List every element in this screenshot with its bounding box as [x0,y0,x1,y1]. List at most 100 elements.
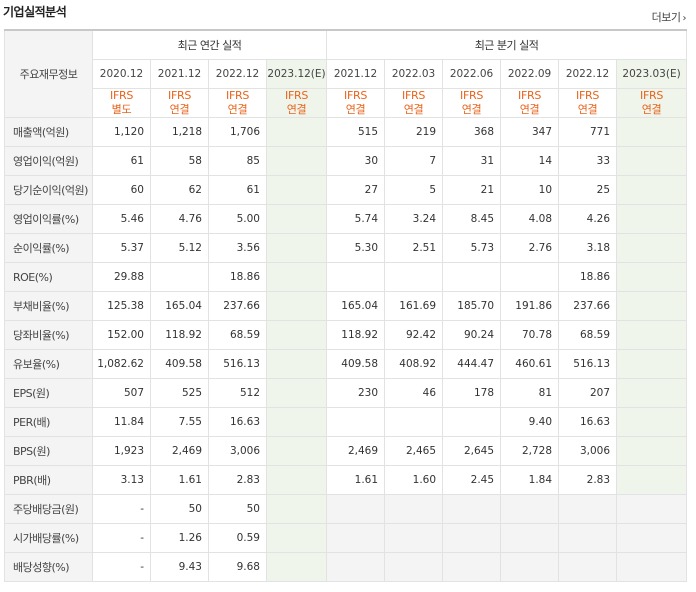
table-cell: 90.24 [442,320,502,350]
row-label: PER(배) [4,407,93,437]
table-row: 순이익률(%) 5.37 5.12 3.56 5.30 2.51 5.73 2.76 3.18 [4,233,688,263]
table-cell: 81 [500,378,560,408]
table-cell [265,523,328,553]
table-cell [442,523,502,553]
table-cell: 1.26 [150,523,209,553]
accounting-type-label: 연결 [169,103,190,116]
table-row: 부채비율(%) 125.38 165.04 237.66 165.04 161.69 185… [4,291,688,321]
table-cell: 118.92 [150,320,209,350]
table-cell: 161.69 [384,291,444,321]
table-cell [265,146,328,176]
accounting-type-header: IFRS 연결 [616,88,688,118]
period-header: 2021.12 [326,59,386,89]
table-row: PBR(배) 3.13 1.61 2.83 1.61 1.60 2.45 1.84 2.83 [4,465,688,495]
period-header: 2022.03 [384,59,444,89]
table-cell [616,465,688,495]
table-row: 배당성향(%) -9.43 9.68 [4,552,688,582]
table-cell [558,523,618,553]
table-cell: 18.86 [558,262,618,292]
table-cell: 1.61 [150,465,209,495]
section-title: 기업실적분석 [3,5,67,19]
table-cell: 29.88 [92,262,151,292]
table-cell: 125.38 [92,291,151,321]
table-cell: 46 [384,378,444,408]
period-header: 2022.12 [558,59,618,89]
table-cell [384,552,444,582]
table-cell: 85 [208,146,267,176]
accounting-type-label: 연결 [461,103,482,116]
table-row: 유보율(%) 1,082.62 409.58 516.13 409.58 408.92 44… [4,349,688,379]
table-cell: 1,706 [208,117,267,147]
table-cell [500,523,560,553]
table-cell: 4.76 [150,204,209,234]
table-cell: 771 [558,117,618,147]
table-cell [442,262,502,292]
table-cell [616,378,688,408]
table-cell: 68.59 [208,320,267,350]
table-cell: 25 [558,175,618,205]
table-cell [442,552,502,582]
period-header: 2023.03(E) [616,59,688,89]
table-cell [265,465,328,495]
accounting-type-header: IFRS 연결 [558,88,618,118]
table-cell: 1,923 [92,436,151,466]
table-cell: 92.42 [384,320,444,350]
table-cell [384,407,444,437]
table-cell: 27 [326,175,386,205]
table-cell: - [92,494,151,524]
row-label: 배당성향(%) [4,552,93,582]
table-cell: 16.63 [208,407,267,437]
table-row: 당좌비율(%) 152.00 118.92 68.59 118.92 92.42 90.24… [4,320,688,350]
table-cell: 14 [500,146,560,176]
table-cell [616,552,688,582]
table-cell [265,262,328,292]
accounting-type-label: 별도 [111,103,132,116]
row-label: EPS(원) [4,378,93,408]
accounting-type-header: IFRS 연결 [326,88,386,118]
accounting-type-label: IFRS [640,89,664,102]
table-cell: 8.45 [442,204,502,234]
period-header: 2022.12 [208,59,267,89]
table-cell: 2.51 [384,233,444,263]
period-header: 2020.12 [92,59,151,89]
row-label: PBR(배) [4,465,93,495]
stub-header: 주요재무정보 [4,29,93,118]
row-label: 매출액(억원) [4,117,93,147]
more-label: 더보기 [651,11,681,24]
table-cell: 70.78 [500,320,560,350]
table-row: 매출액(억원) 1,120 1,218 1,706 515 219 368 347 771 [4,117,688,147]
table-cell: 31 [442,146,502,176]
more-link[interactable]: 더보기 › [651,9,687,25]
accounting-type-label: 연결 [403,103,424,116]
table-cell [616,349,688,379]
table-cell: 512 [208,378,267,408]
table-cell: 5.00 [208,204,267,234]
table-cell [265,407,328,437]
table-cell: 61 [208,175,267,205]
accounting-type-header: IFRS 연결 [150,88,209,118]
period-header: 2022.09 [500,59,560,89]
table-cell [616,436,688,466]
table-cell [326,552,386,582]
table-cell [265,494,328,524]
table-cell [616,494,688,524]
accounting-type-header: IFRS 연결 [500,88,560,118]
table-cell: 3.56 [208,233,267,263]
table-cell [616,204,688,234]
table-cell: 408.92 [384,349,444,379]
table-cell: - [92,523,151,553]
table-cell: 2,728 [500,436,560,466]
table-cell: 7.55 [150,407,209,437]
table-cell: 62 [150,175,209,205]
table-cell: 2.76 [500,233,560,263]
table-cell: 9.43 [150,552,209,582]
table-cell: 9.40 [500,407,560,437]
table-cell [500,494,560,524]
table-cell [326,494,386,524]
row-label: 주당배당금(원) [4,494,93,524]
table-cell: 516.13 [208,349,267,379]
row-label: 당기순이익(억원) [4,175,93,205]
table-cell: 3.24 [384,204,444,234]
table-cell: 5.30 [326,233,386,263]
table-cell: 185.70 [442,291,502,321]
